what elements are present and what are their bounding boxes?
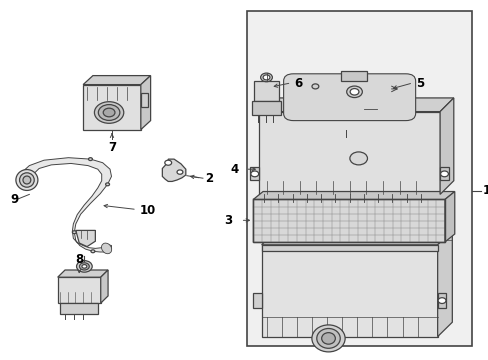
Circle shape <box>103 108 115 117</box>
Circle shape <box>94 102 123 123</box>
Circle shape <box>98 104 120 120</box>
Bar <box>364 98 376 109</box>
Bar <box>253 199 444 242</box>
Bar <box>351 80 388 98</box>
Bar <box>261 245 437 251</box>
Text: 7: 7 <box>108 141 116 154</box>
Bar <box>252 293 261 308</box>
Bar <box>58 277 101 303</box>
Circle shape <box>349 152 367 165</box>
Polygon shape <box>141 76 150 130</box>
Text: 6: 6 <box>294 77 302 90</box>
Text: 3: 3 <box>224 214 232 227</box>
Circle shape <box>346 86 362 98</box>
Bar <box>259 112 439 194</box>
Ellipse shape <box>16 170 38 190</box>
Bar <box>60 303 98 314</box>
Circle shape <box>440 171 447 177</box>
Bar <box>337 84 351 94</box>
Bar <box>251 101 281 115</box>
Text: 4: 4 <box>230 163 238 176</box>
Circle shape <box>80 263 89 270</box>
Ellipse shape <box>102 243 111 254</box>
Circle shape <box>260 73 272 82</box>
Ellipse shape <box>23 176 31 184</box>
Circle shape <box>263 75 269 80</box>
Polygon shape <box>83 76 150 85</box>
Polygon shape <box>101 270 108 303</box>
Ellipse shape <box>316 328 340 348</box>
Circle shape <box>164 160 171 165</box>
Polygon shape <box>253 192 454 199</box>
Bar <box>83 85 141 130</box>
Text: 8: 8 <box>75 253 83 266</box>
Bar <box>250 167 259 180</box>
Text: 9: 9 <box>11 193 19 206</box>
Text: 2: 2 <box>205 172 213 185</box>
Polygon shape <box>259 98 453 112</box>
Circle shape <box>177 170 183 174</box>
Bar <box>437 293 446 308</box>
Polygon shape <box>58 270 108 277</box>
Bar <box>141 93 148 107</box>
Polygon shape <box>20 158 111 252</box>
Ellipse shape <box>311 325 345 352</box>
FancyBboxPatch shape <box>283 74 415 121</box>
Ellipse shape <box>321 333 335 344</box>
Bar <box>340 71 367 81</box>
Bar <box>261 245 437 337</box>
Polygon shape <box>76 230 95 247</box>
Text: 10: 10 <box>139 204 155 217</box>
Bar <box>439 167 448 180</box>
Circle shape <box>77 261 92 272</box>
Bar <box>254 81 278 101</box>
Circle shape <box>349 89 358 95</box>
Circle shape <box>437 298 445 303</box>
Bar <box>253 199 444 242</box>
Polygon shape <box>162 159 185 181</box>
Bar <box>246 11 471 346</box>
Circle shape <box>250 171 258 177</box>
Polygon shape <box>439 98 453 194</box>
Polygon shape <box>444 192 454 242</box>
Ellipse shape <box>20 173 34 187</box>
Polygon shape <box>261 230 451 245</box>
Text: 1: 1 <box>482 184 488 197</box>
Circle shape <box>91 250 95 253</box>
Circle shape <box>311 84 318 89</box>
Polygon shape <box>437 230 451 337</box>
Circle shape <box>72 231 76 234</box>
Circle shape <box>105 183 109 186</box>
Text: 5: 5 <box>415 77 423 90</box>
Circle shape <box>82 265 87 268</box>
Circle shape <box>88 158 92 161</box>
